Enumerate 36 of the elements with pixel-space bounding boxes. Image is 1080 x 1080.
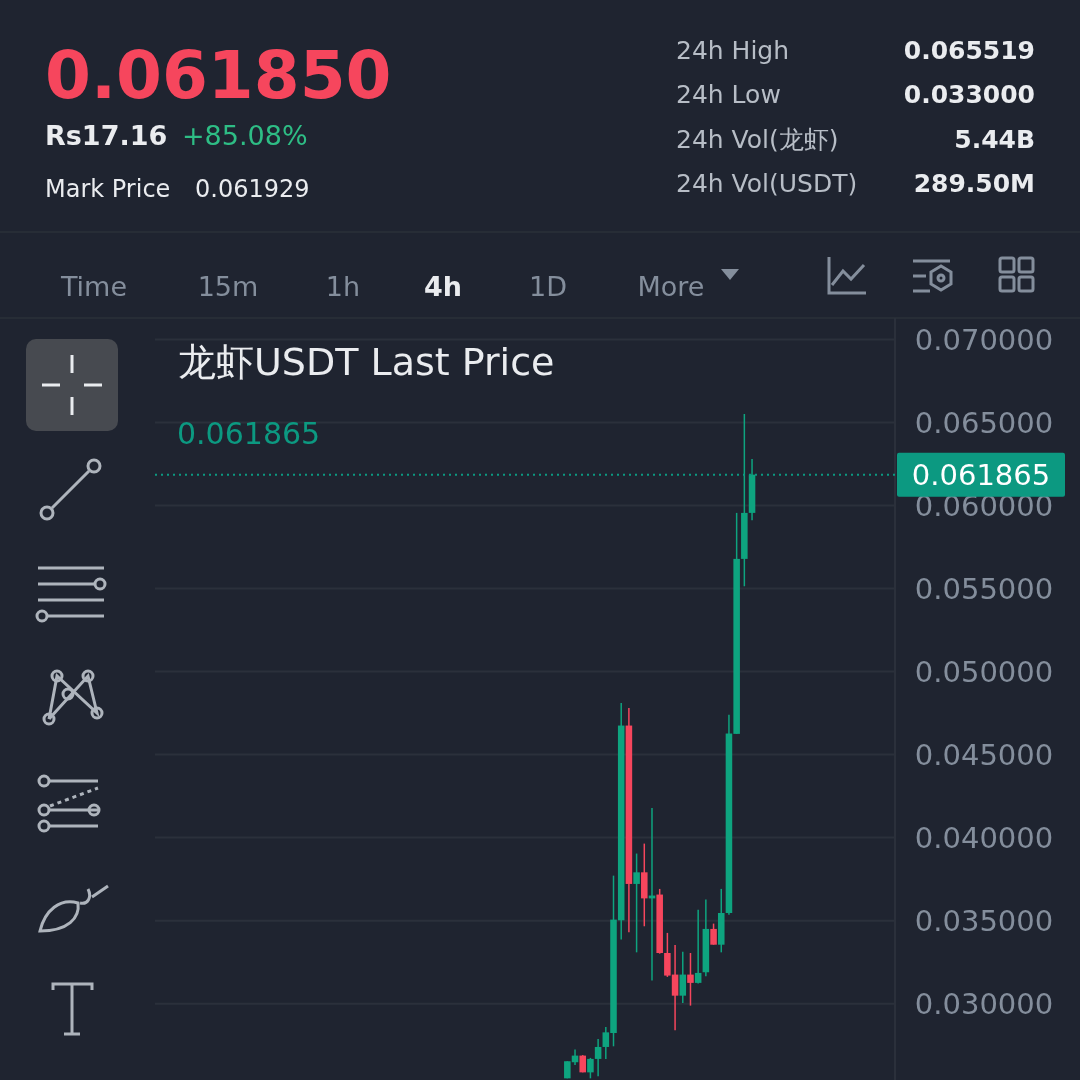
text: 1h [325,271,361,303]
y-tick-label: 0.035000 [914,903,1054,938]
text: 24h Vol(龙虾) [676,124,839,154]
candlestick [710,922,717,946]
y-tick-label: 0.045000 [914,737,1054,772]
text: Rs17.16 [45,120,168,152]
candlestick [594,1038,602,1078]
text: 15m [197,271,259,303]
text: 0.061850 [45,37,392,115]
text: 5.44B [954,124,1035,154]
text: 0.065519 [903,35,1035,65]
text: More [637,271,705,303]
candlestick [679,950,687,1004]
y-tick-label: 0.070000 [914,322,1054,357]
text: Mark Price [45,175,171,204]
annotation: 0.061865 [177,415,321,451]
y-tick-label: 0.055000 [914,571,1054,606]
text: Time [59,271,128,303]
text: 289.50M [913,168,1035,198]
text: 24h Vol(USDT) [676,168,858,198]
text: 龙虾USDT Last Price [178,340,555,384]
y-tick-label: 0.050000 [914,654,1054,689]
candlestick [587,1057,594,1080]
text: 0.061929 [195,175,310,204]
text: 24h Low [676,79,781,109]
text: 4h [423,271,463,303]
text: 24h High [676,35,790,65]
candlestick [687,952,694,1007]
text: 1D [529,271,567,303]
y-tick-label: 0.040000 [914,820,1054,855]
candlestick [694,908,702,985]
candlestick [633,852,640,954]
y-tick-label: 0.030000 [914,986,1054,1021]
text: 0.033000 [903,79,1035,109]
y-tick-label: 0.065000 [914,405,1054,440]
text: +85.08% [182,120,308,152]
